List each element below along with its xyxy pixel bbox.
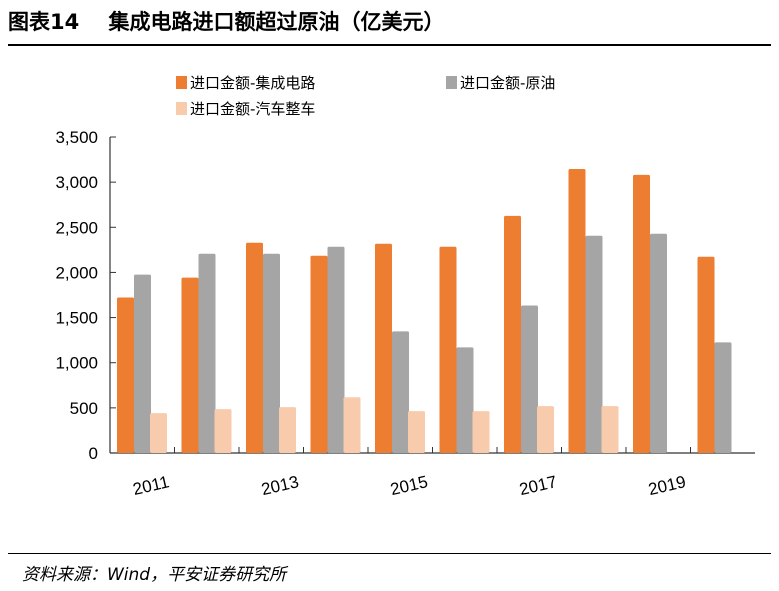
source-note: 资料来源：Wind，平安证券研究所 <box>22 565 287 585</box>
bar-进口金额-汽车整车-2014 <box>343 397 361 453</box>
bar-进口金额-原油-2018 <box>585 235 603 453</box>
bar-进口金额-集成电路-2018 <box>568 168 586 454</box>
bar-进口金额-集成电路-2017 <box>504 215 521 453</box>
bar-进口金额-原油-2019 <box>650 233 667 453</box>
legend-label: 进口金额-汽车整车 <box>190 100 315 118</box>
x-tick-label: 2013 <box>259 472 300 499</box>
x-tick-label: 2011 <box>131 472 171 499</box>
bar-进口金额-集成电路-2016 <box>439 246 457 453</box>
y-tick-label: 3,000 <box>55 173 98 192</box>
legend-label: 进口金额-原油 <box>460 74 555 92</box>
bar-进口金额-集成电路-2012 <box>181 277 199 453</box>
y-tick-label: 2,500 <box>55 218 98 237</box>
y-tick-label: 1,000 <box>55 354 98 373</box>
bar-进口金额-集成电路-2011 <box>117 297 134 453</box>
bar-进口金额-汽车整车-2017 <box>537 406 554 453</box>
bar-进口金额-汽车整车-2016 <box>472 411 490 453</box>
y-tick-label: 500 <box>70 399 98 418</box>
legend-label: 进口金额-集成电路 <box>190 74 315 92</box>
y-tick-label: 3,500 <box>55 128 98 147</box>
legend-swatch <box>176 76 187 89</box>
bar-进口金额-原油-2012 <box>198 253 216 453</box>
y-tick-label: 2,000 <box>55 263 98 282</box>
title-divider <box>8 44 771 46</box>
bar-进口金额-集成电路-2014 <box>310 255 328 453</box>
source-divider <box>8 553 771 554</box>
chart-title: 图表14 集成电路进口额超过原油（亿美元） <box>8 10 445 34</box>
legend-swatch <box>176 102 187 115</box>
bar-进口金额-集成电路-2015 <box>375 243 392 453</box>
bar-进口金额-集成电路-2013 <box>246 242 263 453</box>
bar-进口金额-原油-2014 <box>327 246 345 453</box>
x-tick-label: 2017 <box>517 472 558 499</box>
bar-进口金额-汽车整车-2011 <box>150 413 167 453</box>
y-tick-label: 0 <box>89 444 98 463</box>
bar-进口金额-原油-2013 <box>263 253 280 453</box>
bar-进口金额-集成电路-2019 <box>633 174 650 454</box>
y-tick-label: 1,500 <box>55 309 98 328</box>
bar-进口金额-汽车整车-2012 <box>214 409 232 453</box>
bar-进口金额-汽车整车-2018 <box>601 406 619 453</box>
x-tick-label: 2015 <box>388 472 429 499</box>
bar-进口金额-集成电路-2020 <box>697 256 715 453</box>
bar-进口金额-原油-2016 <box>456 347 474 453</box>
legend-swatch <box>446 76 457 89</box>
bar-进口金额-原油-2020 <box>714 342 732 453</box>
bar-进口金额-汽车整车-2013 <box>279 407 296 453</box>
bar-进口金额-原油-2017 <box>521 305 538 453</box>
bar-进口金额-原油-2011 <box>134 274 151 453</box>
bar-进口金额-原油-2015 <box>392 331 409 453</box>
x-tick-label: 2019 <box>646 472 687 499</box>
bar-进口金额-汽车整车-2015 <box>408 411 425 453</box>
